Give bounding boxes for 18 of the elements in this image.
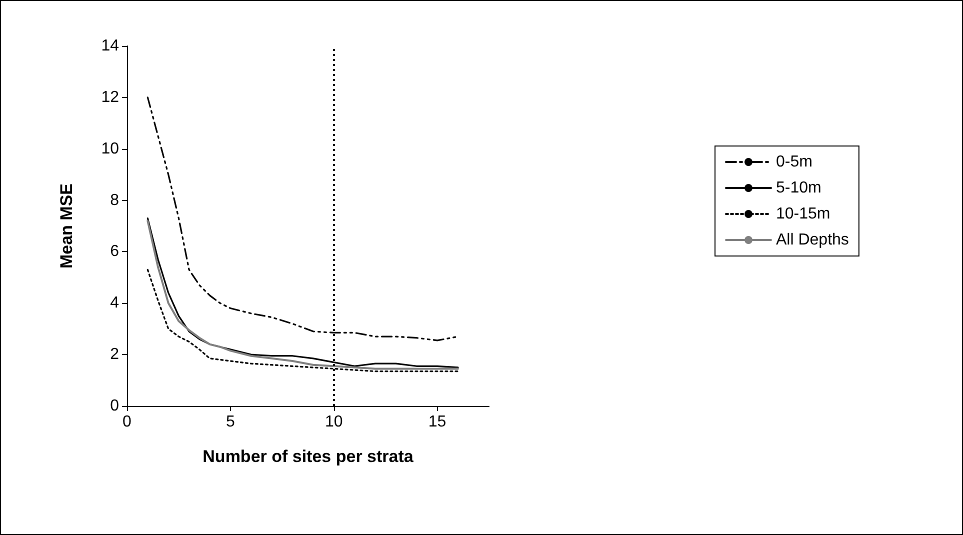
x-axis-title: Number of sites per strata xyxy=(202,447,414,466)
x-tick-label: 0 xyxy=(122,414,132,430)
y-tick-label: 12 xyxy=(101,88,120,106)
legend-label: 0-5m xyxy=(776,154,812,170)
y-tick-label: 6 xyxy=(110,243,120,260)
legend-label: 5-10m xyxy=(776,180,822,196)
y-tick-label: 10 xyxy=(101,140,120,158)
x-tick-label: 5 xyxy=(226,414,235,430)
legend-label: 10-15m xyxy=(776,206,830,222)
x-tick-label: 10 xyxy=(324,414,343,430)
legend-label: All Depths xyxy=(776,232,849,248)
y-tick-label: 14 xyxy=(101,38,120,54)
y-tick-label: 4 xyxy=(110,294,120,312)
y-tick-label: 2 xyxy=(110,346,120,364)
y-tick-label: 8 xyxy=(110,192,120,209)
y-tick-label: 0 xyxy=(110,398,120,414)
y-axis-title: Mean MSE xyxy=(57,183,76,269)
x-tick-label: 15 xyxy=(428,414,446,430)
